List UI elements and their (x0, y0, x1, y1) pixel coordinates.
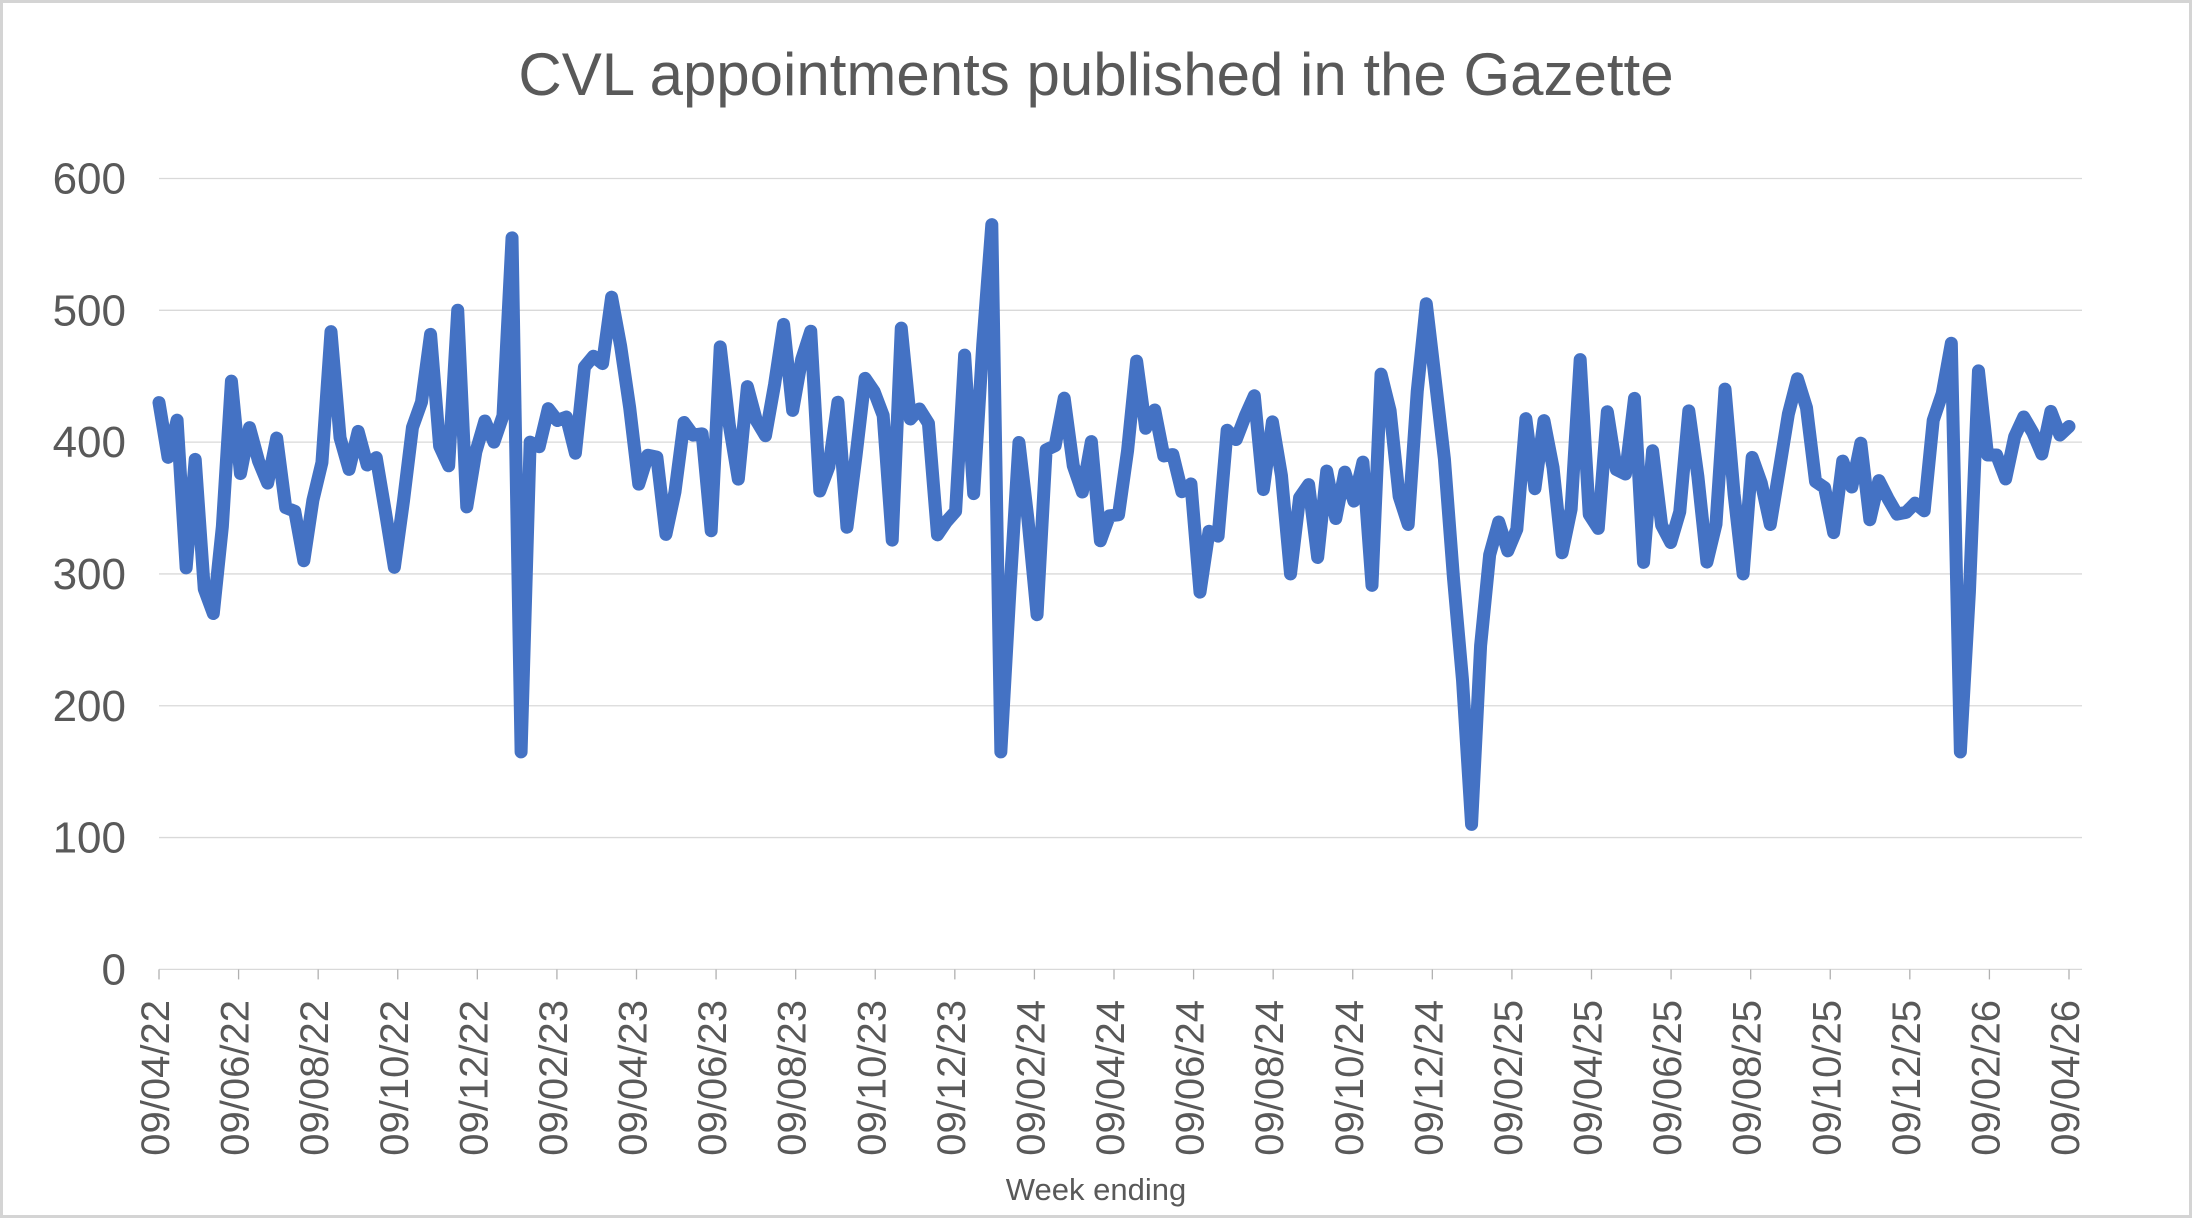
svg-text:09/08/23: 09/08/23 (771, 1000, 815, 1156)
svg-text:09/02/25: 09/02/25 (1487, 1000, 1531, 1156)
svg-text:09/08/22: 09/08/22 (293, 1000, 337, 1156)
svg-text:500: 500 (53, 286, 126, 335)
svg-text:09/04/25: 09/04/25 (1567, 1000, 1611, 1156)
svg-text:09/04/24: 09/04/24 (1089, 1000, 1133, 1156)
svg-text:09/02/26: 09/02/26 (1964, 1000, 2008, 1156)
svg-text:09/10/22: 09/10/22 (373, 1000, 417, 1156)
svg-text:400: 400 (53, 418, 126, 467)
svg-text:09/08/24: 09/08/24 (1248, 1000, 1292, 1156)
svg-text:09/12/25: 09/12/25 (1885, 1000, 1929, 1156)
svg-text:300: 300 (53, 550, 126, 599)
svg-text:600: 600 (53, 155, 126, 204)
svg-text:09/06/23: 09/06/23 (691, 1000, 735, 1156)
svg-text:09/08/25: 09/08/25 (1726, 1000, 1770, 1156)
svg-text:09/12/23: 09/12/23 (930, 1000, 974, 1156)
svg-text:0: 0 (102, 945, 126, 994)
svg-text:09/10/24: 09/10/24 (1328, 1000, 1372, 1156)
svg-text:09/12/24: 09/12/24 (1407, 1000, 1451, 1156)
svg-text:09/04/23: 09/04/23 (612, 1000, 656, 1156)
svg-text:100: 100 (53, 814, 126, 863)
svg-text:09/12/22: 09/12/22 (452, 1000, 496, 1156)
svg-text:09/10/25: 09/10/25 (1805, 1000, 1849, 1156)
svg-text:09/06/22: 09/06/22 (214, 1000, 258, 1156)
svg-text:09/06/25: 09/06/25 (1646, 1000, 1690, 1156)
svg-text:09/10/23: 09/10/23 (850, 1000, 894, 1156)
svg-text:09/04/26: 09/04/26 (2044, 1000, 2088, 1156)
svg-text:09/06/24: 09/06/24 (1169, 1000, 1213, 1156)
svg-text:200: 200 (53, 682, 126, 731)
svg-text:09/04/22: 09/04/22 (134, 1000, 178, 1156)
svg-text:09/02/24: 09/02/24 (1009, 1000, 1053, 1156)
svg-text:09/02/23: 09/02/23 (532, 1000, 576, 1156)
